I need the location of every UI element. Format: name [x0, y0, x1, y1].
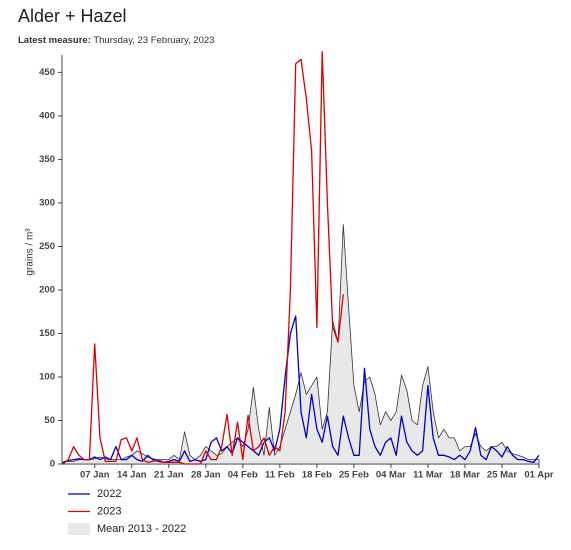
y-tick-label: 450 — [39, 67, 55, 78]
y-tick-label: 100 — [39, 371, 55, 382]
x-tick-label: 18 Feb — [302, 470, 332, 481]
subtitle-value: Thursday, 23 February, 2023 — [93, 35, 214, 46]
subtitle: Latest measure: Thursday, 23 February, 2… — [18, 35, 214, 46]
line — [62, 315, 540, 463]
subtitle-label: Latest measure: — [18, 35, 91, 46]
chart-title: Alder + Hazel — [18, 6, 127, 26]
x-tick-label: 18 Mar — [450, 470, 480, 481]
legend-label: 2023 — [97, 505, 121, 517]
line — [62, 50, 344, 465]
x-tick-label: 11 Mar — [413, 470, 443, 481]
x-tick-label: 25 Mar — [487, 470, 517, 481]
x-tick-label: 11 Feb — [265, 470, 295, 481]
legend-swatch — [68, 523, 90, 535]
y-tick-label: 200 — [39, 284, 55, 295]
y-tick-label: 50 — [44, 415, 55, 426]
y-axis-label: grains / m³ — [25, 228, 36, 276]
y-tick-label: 400 — [39, 110, 55, 121]
y-tick-label: 300 — [39, 197, 55, 208]
x-tick-label: 14 Jan — [117, 470, 147, 481]
area — [62, 224, 540, 465]
x-tick-label: 04 Feb — [228, 470, 258, 481]
x-tick-label: 01 Apr — [524, 470, 554, 481]
legend-label: 2022 — [97, 488, 121, 500]
y-tick-label: 250 — [39, 241, 55, 252]
legend-label: Mean 2013 - 2022 — [97, 523, 186, 535]
y-tick-label: 0 — [50, 459, 55, 470]
x-tick-label: 04 Mar — [376, 470, 406, 481]
x-tick-label: 28 Jan — [191, 470, 221, 481]
y-tick-label: 350 — [39, 154, 55, 165]
x-tick-label: 21 Jan — [154, 470, 184, 481]
x-tick-label: 25 Feb — [339, 470, 369, 481]
y-tick-label: 150 — [39, 328, 55, 339]
x-tick-label: 07 Jan — [80, 470, 110, 481]
